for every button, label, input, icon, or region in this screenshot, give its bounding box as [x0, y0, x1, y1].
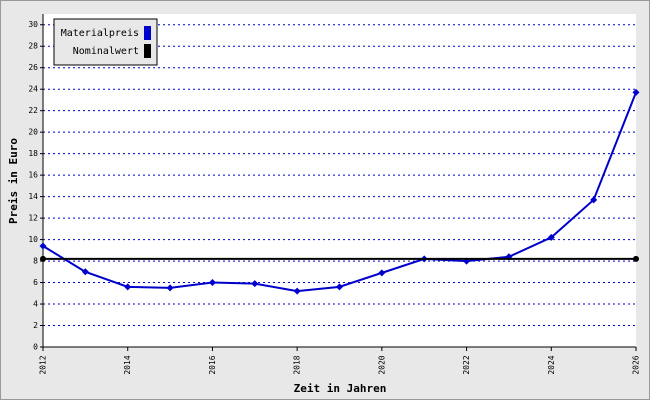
- y-tick-label: 26: [28, 63, 38, 72]
- y-tick-label: 30: [28, 20, 38, 29]
- y-tick-label: 10: [28, 235, 38, 244]
- legend-swatch: [144, 26, 151, 40]
- legend-swatch: [144, 44, 151, 58]
- y-tick-label: 20: [28, 128, 38, 137]
- y-tick-label: 4: [33, 300, 38, 309]
- y-tick-label: 28: [28, 42, 38, 51]
- point: [40, 255, 46, 262]
- x-tick-label: 2022: [462, 355, 471, 374]
- x-tick-label: 2024: [547, 355, 556, 374]
- point: [81, 268, 89, 276]
- point: [166, 284, 174, 292]
- y-tick-label: 12: [28, 214, 38, 223]
- y-tick-label: 22: [28, 106, 38, 115]
- y-tick-label: 16: [28, 171, 38, 180]
- y-tick-label: 18: [28, 149, 38, 158]
- point: [632, 88, 640, 96]
- point: [336, 283, 343, 291]
- y-tick-label: 8: [33, 257, 38, 266]
- legend-label: Nominalwert: [73, 46, 139, 57]
- legend-label: Materialpreis: [61, 28, 139, 39]
- y-tick-label: 6: [33, 278, 38, 287]
- y-tick-label: 0: [33, 343, 38, 352]
- y-tick-label: 2: [33, 321, 38, 330]
- point: [293, 287, 301, 295]
- point: [124, 283, 132, 291]
- x-tick-label: 2026: [632, 355, 641, 374]
- plot-area: [43, 14, 636, 347]
- x-tick-label: 2018: [293, 355, 302, 374]
- point: [547, 233, 555, 241]
- x-axis-label: Zeit in Jahren: [294, 382, 387, 395]
- point: [590, 196, 598, 204]
- point: [208, 279, 216, 287]
- y-tick-label: 14: [28, 192, 38, 201]
- point: [251, 280, 259, 288]
- x-tick-label: 2016: [208, 355, 217, 374]
- x-tick-label: 2014: [123, 355, 132, 374]
- x-tick-label: 2020: [377, 355, 386, 374]
- y-axis-label: Preis in Euro: [7, 138, 20, 224]
- legend-box: [53, 18, 158, 66]
- point: [378, 269, 386, 277]
- point: [633, 255, 639, 262]
- y-tick-label: 24: [28, 85, 38, 94]
- point: [39, 242, 47, 250]
- x-tick-label: 2012: [39, 355, 48, 374]
